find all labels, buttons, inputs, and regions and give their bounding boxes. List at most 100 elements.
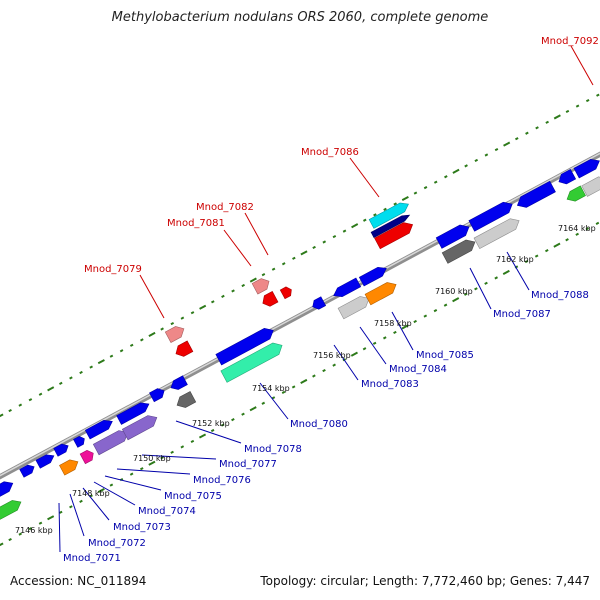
gene-block[interactable]: [573, 156, 600, 179]
scale-dot: [596, 93, 600, 97]
scale-dot: [69, 376, 73, 380]
gene-block[interactable]: [374, 219, 416, 250]
scale-dot: [190, 311, 195, 315]
scale-dot: [28, 527, 33, 531]
gene-block[interactable]: [0, 478, 15, 498]
gene-block[interactable]: [19, 463, 37, 478]
gene-label-mnod-7082[interactable]: Mnod_7082: [196, 202, 254, 213]
gene-label-mnod-7074[interactable]: Mnod_7074: [138, 506, 196, 517]
scale-tick-major: [47, 515, 55, 521]
gene-label-mnod-7081[interactable]: Mnod_7081: [167, 218, 225, 229]
gene-label-mnod-7088[interactable]: Mnod_7088: [531, 290, 589, 301]
scale-tick-major: [503, 141, 511, 147]
scale-dot: [89, 365, 93, 369]
scale-tick-major: [300, 378, 308, 385]
gene-label-mnod-7085[interactable]: Mnod_7085: [416, 350, 474, 361]
gene-block[interactable]: [331, 277, 362, 300]
label-leader-line: [259, 382, 289, 420]
gene-block[interactable]: [220, 340, 285, 383]
gene-block[interactable]: [0, 497, 24, 524]
scale-dot: [28, 398, 33, 402]
gene-label-mnod-7086[interactable]: Mnod_7086: [301, 147, 359, 158]
scale-dot: [109, 354, 114, 358]
gene-block[interactable]: [473, 215, 522, 250]
gene-block[interactable]: [173, 340, 194, 359]
tick-label-7164: 7164 kbp: [558, 224, 596, 233]
tick-label-7156: 7156 kbp: [313, 351, 351, 360]
scale-dot: [8, 408, 12, 413]
gene-label-mnod-7084[interactable]: Mnod_7084: [389, 364, 447, 375]
gene-block[interactable]: [35, 452, 56, 469]
tick-label-7150: 7150 kbp: [133, 454, 171, 463]
label-leader-line: [349, 157, 380, 198]
gene-block[interactable]: [581, 174, 600, 197]
scale-dot: [261, 273, 266, 277]
gene-block[interactable]: [164, 323, 187, 343]
label-leader-line: [570, 45, 594, 86]
gene-block[interactable]: [441, 237, 478, 264]
gene-block[interactable]: [364, 279, 399, 306]
scale-dot: [514, 265, 519, 269]
gene-label-mnod-7079[interactable]: Mnod_7079: [84, 264, 142, 275]
label-leader-line: [139, 274, 165, 319]
gene-block[interactable]: [149, 386, 166, 403]
gene-label-mnod-7075[interactable]: Mnod_7075: [164, 491, 222, 502]
scale-dot: [140, 338, 144, 342]
gene-block[interactable]: [515, 180, 556, 210]
gene-label-mnod-7076[interactable]: Mnod_7076: [193, 475, 251, 486]
scale-dot: [119, 349, 124, 353]
gene-block[interactable]: [556, 168, 577, 186]
gene-label-mnod-7092[interactable]: Mnod_7092: [541, 36, 599, 47]
gene-block[interactable]: [53, 442, 71, 457]
gene-block[interactable]: [174, 391, 197, 410]
gene-block[interactable]: [169, 375, 188, 392]
scale-dot: [18, 532, 23, 536]
gene-label-mnod-7072[interactable]: Mnod_7072: [88, 538, 146, 549]
scale-dot: [393, 330, 397, 334]
scale-dot: [160, 327, 164, 331]
scale-dot: [231, 418, 235, 422]
gene-block[interactable]: [370, 212, 411, 238]
gene-label-mnod-7078[interactable]: Mnod_7078: [244, 444, 302, 455]
scale-dot: [58, 510, 63, 514]
gene-block[interactable]: [59, 457, 80, 476]
scale-dot: [8, 537, 12, 542]
gene-label-mnod-7071[interactable]: Mnod_7071: [63, 553, 121, 564]
scale-tick-major: [199, 304, 207, 310]
gene-label-mnod-7073[interactable]: Mnod_7073: [113, 522, 171, 533]
gene-block[interactable]: [260, 290, 279, 308]
gene-label-mnod-7087[interactable]: Mnod_7087: [493, 309, 551, 320]
gene-block[interactable]: [358, 264, 388, 287]
scale-dot: [292, 256, 296, 260]
gene-label-mnod-7080[interactable]: Mnod_7080: [290, 419, 348, 430]
scale-dot: [281, 262, 286, 266]
gene-block[interactable]: [310, 296, 327, 311]
scale-dot: [312, 245, 316, 250]
label-leader-line: [82, 487, 110, 521]
map-title: Methylobacterium nodulans ORS 2060, comp…: [111, 10, 489, 25]
gene-block[interactable]: [84, 417, 114, 440]
gene-block[interactable]: [337, 293, 372, 320]
gene-label-mnod-7083[interactable]: Mnod_7083: [361, 379, 419, 390]
gene-block[interactable]: [468, 199, 515, 232]
gene-block[interactable]: [368, 200, 411, 229]
gene-block[interactable]: [73, 435, 86, 448]
gene-block[interactable]: [435, 222, 472, 249]
label-leader-line: [69, 493, 85, 537]
label-leader-line: [359, 326, 387, 365]
gene-label-mnod-7077[interactable]: Mnod_7077: [219, 459, 277, 470]
gene-block[interactable]: [251, 276, 272, 295]
gene-block[interactable]: [279, 285, 294, 300]
gene-block[interactable]: [564, 185, 586, 204]
scale-dot: [38, 392, 43, 396]
gene-block[interactable]: [116, 400, 152, 425]
gene-block[interactable]: [121, 412, 159, 441]
label-leader-line: [116, 468, 191, 475]
scale-dot: [129, 343, 134, 347]
scale-dot: [514, 137, 519, 141]
scale-dot: [332, 234, 337, 239]
scale-dot: [170, 321, 175, 326]
gene-block[interactable]: [215, 325, 276, 366]
gene-block[interactable]: [79, 448, 96, 465]
